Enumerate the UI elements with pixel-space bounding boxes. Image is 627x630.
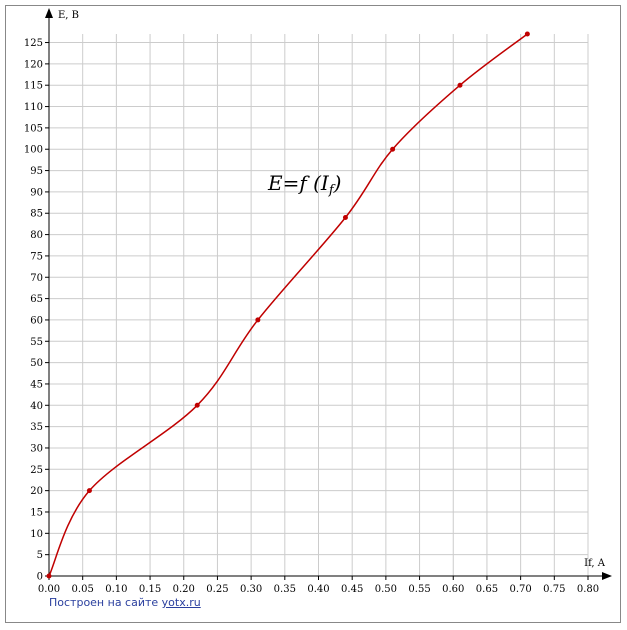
point [390, 146, 396, 152]
x-tick-label: 0.20 [173, 584, 195, 595]
y-tick-label: 55 [30, 337, 43, 348]
footer-text: Построен на сайте [49, 596, 159, 609]
line [48, 33, 528, 577]
y-tick-label: 25 [30, 465, 43, 476]
point [457, 82, 463, 88]
y-tick-label: 110 [24, 102, 43, 113]
y-tick-label: 90 [30, 187, 43, 198]
y-tick-label: 60 [30, 315, 43, 326]
y-tick-label: 85 [30, 209, 43, 220]
point [342, 215, 348, 221]
frame [5, 5, 621, 623]
annotation-text: E=f (I [267, 171, 330, 195]
x-tick-label: 0.70 [509, 584, 531, 595]
y-tick-label: 15 [30, 507, 43, 518]
y-tick-label: 95 [30, 166, 43, 177]
y-arrow [45, 8, 53, 18]
y-tick-label: 115 [24, 81, 43, 92]
footer: Построен на сайте yotx.ru [49, 596, 201, 609]
y-tick-label: 10 [30, 529, 43, 540]
x-tick-label: 0.00 [38, 584, 60, 595]
y-tick-label: 45 [30, 379, 43, 390]
y-tick-label: 5 [37, 550, 43, 561]
x-tick-label: 0.40 [307, 584, 329, 595]
x-tick-label: 0.65 [476, 584, 498, 595]
y-tick-label: 0 [37, 572, 43, 583]
y-tick-label: 105 [24, 123, 43, 134]
x-tick-label: 0.60 [442, 584, 464, 595]
x-axis-label: If, A [584, 558, 606, 569]
point [194, 402, 200, 408]
x-tick-label: 0.50 [375, 584, 397, 595]
y-tick-label: 20 [30, 486, 43, 497]
y-tick-label: 70 [30, 273, 43, 284]
x-tick-label: 0.10 [105, 584, 127, 595]
x-tick-label: 0.80 [577, 584, 599, 595]
annotation: E=f (If) [267, 171, 341, 198]
y-tick-label: 65 [30, 294, 43, 305]
x-tick-label: 0.75 [543, 584, 565, 595]
y-tick-label: 40 [30, 401, 43, 412]
y-tick-label: 125 [24, 38, 43, 49]
x-arrow [602, 572, 612, 580]
x-tick-label: 0.05 [72, 584, 94, 595]
point [255, 317, 261, 323]
point [86, 488, 92, 494]
y-tick-label: 30 [30, 443, 43, 454]
y-tick-label: 100 [24, 145, 43, 156]
point [46, 573, 52, 579]
point [524, 31, 530, 37]
annotation-end: ) [333, 171, 342, 195]
x-tick-label: 0.25 [206, 584, 228, 595]
x-tick-label: 0.45 [341, 584, 363, 595]
y-tick-label: 35 [30, 422, 43, 433]
y-tick-label: 75 [30, 251, 43, 262]
x-tick-label: 0.15 [139, 584, 161, 595]
x-tick-label: 0.30 [240, 584, 262, 595]
footer-link[interactable]: yotx.ru [161, 596, 201, 609]
y-axis-label: E, B [58, 10, 79, 21]
y-tick-label: 50 [30, 358, 43, 369]
x-tick-label: 0.35 [274, 584, 296, 595]
x-tick-label: 0.55 [408, 584, 430, 595]
annotation-sub: f [328, 183, 336, 198]
y-tick-label: 80 [30, 230, 43, 241]
y-tick-label: 120 [24, 59, 43, 70]
